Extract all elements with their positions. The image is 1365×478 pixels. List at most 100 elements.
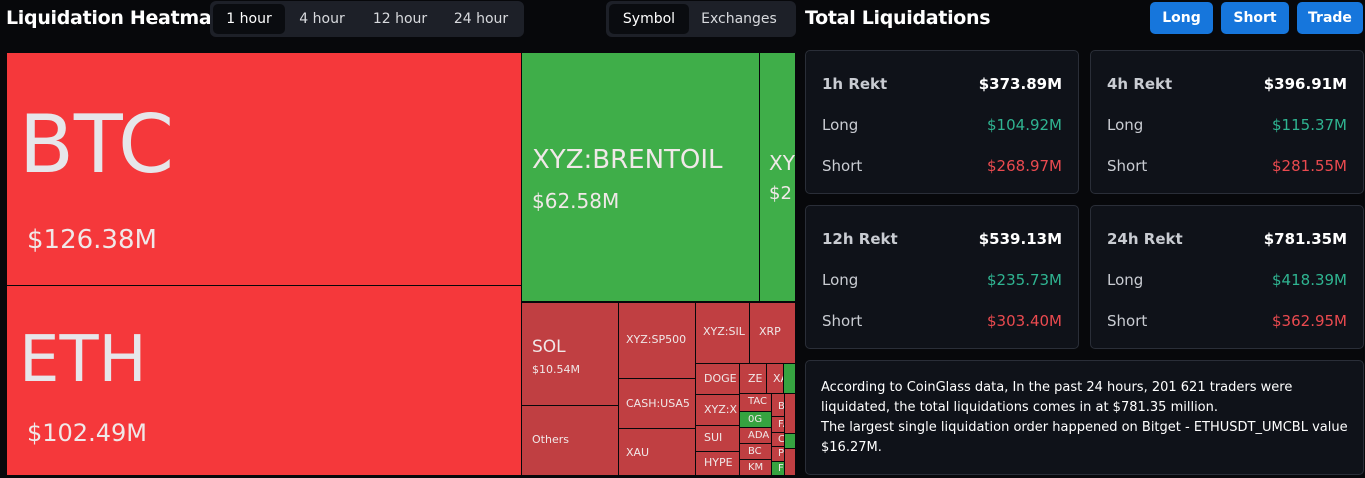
tile[interactable]: XYZ:BRENTOIL $62.58M — [521, 52, 760, 302]
time-tab[interactable]: 1 hour — [213, 4, 285, 34]
tile[interactable]: CASH:USA5 — [618, 378, 696, 429]
tile-label: Others — [532, 433, 569, 446]
tile[interactable]: XY $2 — [759, 52, 796, 302]
tile[interactable] — [784, 433, 796, 449]
tile[interactable]: XYZ:X — [695, 394, 740, 426]
tile[interactable]: ETH $102.49M — [6, 285, 522, 476]
card-header: 24h Rekt $781.35M — [1107, 230, 1347, 248]
tile[interactable]: HYPE — [695, 451, 740, 476]
card-row: Short $303.40M — [822, 312, 1062, 330]
tile-label: BTC — [19, 98, 174, 191]
note-text: According to CoinGlass data, In the past… — [821, 380, 1293, 415]
tile[interactable]: XA — [766, 363, 784, 394]
row-value: $235.73M — [987, 271, 1062, 289]
note-box: According to CoinGlass data, In the past… — [805, 360, 1364, 475]
tile-label: SUI — [704, 431, 723, 444]
card-title: 24h Rekt — [1107, 230, 1183, 248]
tile-label: XYZ:SIL — [703, 325, 745, 338]
time-tab[interactable]: 12 hour — [372, 11, 428, 27]
tile-label: DOGE — [704, 372, 737, 385]
row-value: $303.40M — [987, 312, 1062, 330]
card-total: $373.89M — [978, 75, 1062, 93]
tile-label: XYZ:BRENTOIL — [532, 145, 723, 175]
card-total: $396.91M — [1263, 75, 1347, 93]
row-value: $362.95M — [1272, 312, 1347, 330]
tile-label: 0G — [748, 414, 763, 425]
tile-label: TAC — [748, 396, 767, 407]
tile[interactable]: 0G — [739, 411, 772, 428]
tile-label: C — [778, 434, 785, 445]
tile[interactable]: F — [771, 461, 785, 476]
tile[interactable]: C — [771, 432, 785, 447]
tile[interactable]: XYZ:SIL — [695, 302, 750, 364]
tile[interactable]: XYZ:SP500 — [618, 302, 696, 379]
tile-value: $2 — [769, 183, 792, 204]
row-label: Short — [1107, 312, 1148, 330]
short-button[interactable]: Short — [1221, 2, 1289, 34]
tile[interactable]: DOGE — [695, 363, 740, 395]
note-text: The largest single liquidation order hap… — [821, 420, 1348, 455]
tile-label: B — [778, 401, 785, 412]
time-tab[interactable]: 4 hour — [299, 11, 345, 27]
tile-label: BC — [748, 446, 762, 457]
row-label: Short — [822, 157, 863, 175]
tile[interactable] — [784, 393, 796, 434]
tile-label: ETH — [19, 323, 147, 397]
tile[interactable]: KM — [739, 459, 772, 476]
card-header: 1h Rekt $373.89M — [822, 75, 1062, 93]
tile[interactable]: P — [771, 446, 785, 462]
card-title: 12h Rekt — [822, 230, 898, 248]
tile[interactable]: BC — [739, 443, 772, 460]
tile-label: SOL — [532, 337, 566, 357]
tile-label: XA — [773, 372, 783, 385]
card-row: Short $362.95M — [1107, 312, 1347, 330]
view-tab[interactable]: Symbol — [609, 4, 689, 34]
tile-label: CASH:USA5 — [626, 397, 690, 410]
rekt-card: 24h Rekt $781.35M Long $418.39M Short $362.95… — [1090, 205, 1364, 349]
summary-title: Total Liquidations — [805, 7, 991, 29]
tile-label: ZE — [748, 372, 763, 385]
row-value: $104.92M — [987, 116, 1062, 134]
tile[interactable] — [783, 363, 796, 394]
heatmap-title: Liquidation Heatmap — [6, 7, 225, 29]
card-row: Long $418.39M — [1107, 271, 1347, 289]
trade-button[interactable]: Trade — [1297, 2, 1363, 34]
row-label: Short — [1107, 157, 1148, 175]
row-value: $115.37M — [1272, 116, 1347, 134]
row-label: Long — [822, 271, 859, 289]
card-row: Long $115.37M — [1107, 116, 1347, 134]
tile[interactable]: XRP — [749, 302, 796, 364]
card-total: $539.13M — [978, 230, 1062, 248]
tile-label: ADA — [748, 430, 770, 441]
tile-label: FA — [778, 419, 784, 430]
card-header: 12h Rekt $539.13M — [822, 230, 1062, 248]
row-label: Long — [822, 116, 859, 134]
tile[interactable]: FA — [771, 416, 785, 433]
tile[interactable]: BTC $126.38M — [6, 52, 522, 286]
tile-label: KM — [748, 462, 764, 473]
row-label: Long — [1107, 116, 1144, 134]
time-tabs: 1 hour 4 hour 12 hour 24 hour — [210, 1, 524, 37]
tile-label: XAU — [626, 446, 650, 459]
tile[interactable]: ZE — [739, 363, 767, 394]
view-tabs: Symbol Exchanges — [606, 1, 796, 37]
card-title: 1h Rekt — [822, 75, 888, 93]
rekt-card: 4h Rekt $396.91M Long $115.37M Short $281.55M — [1090, 50, 1364, 194]
tile[interactable]: SUI — [695, 425, 740, 452]
row-label: Long — [1107, 271, 1144, 289]
card-row: Short $281.55M — [1107, 157, 1347, 175]
tile[interactable] — [784, 448, 796, 476]
long-button[interactable]: Long — [1150, 2, 1213, 34]
tile[interactable]: SOL $10.54M — [521, 302, 619, 406]
tile[interactable]: B — [771, 393, 785, 417]
card-row: Short $268.97M — [822, 157, 1062, 175]
tile[interactable]: ADA — [739, 427, 772, 444]
time-tab[interactable]: 24 hour — [453, 11, 509, 27]
tile[interactable]: Others — [521, 405, 619, 476]
tile-value: $62.58M — [532, 189, 620, 213]
view-tab[interactable]: Exchanges — [701, 11, 777, 27]
row-value: $418.39M — [1272, 271, 1347, 289]
tile-label: XYZ:SP500 — [626, 333, 687, 346]
tile[interactable]: TAC — [739, 393, 772, 412]
tile[interactable]: XAU — [618, 428, 696, 476]
